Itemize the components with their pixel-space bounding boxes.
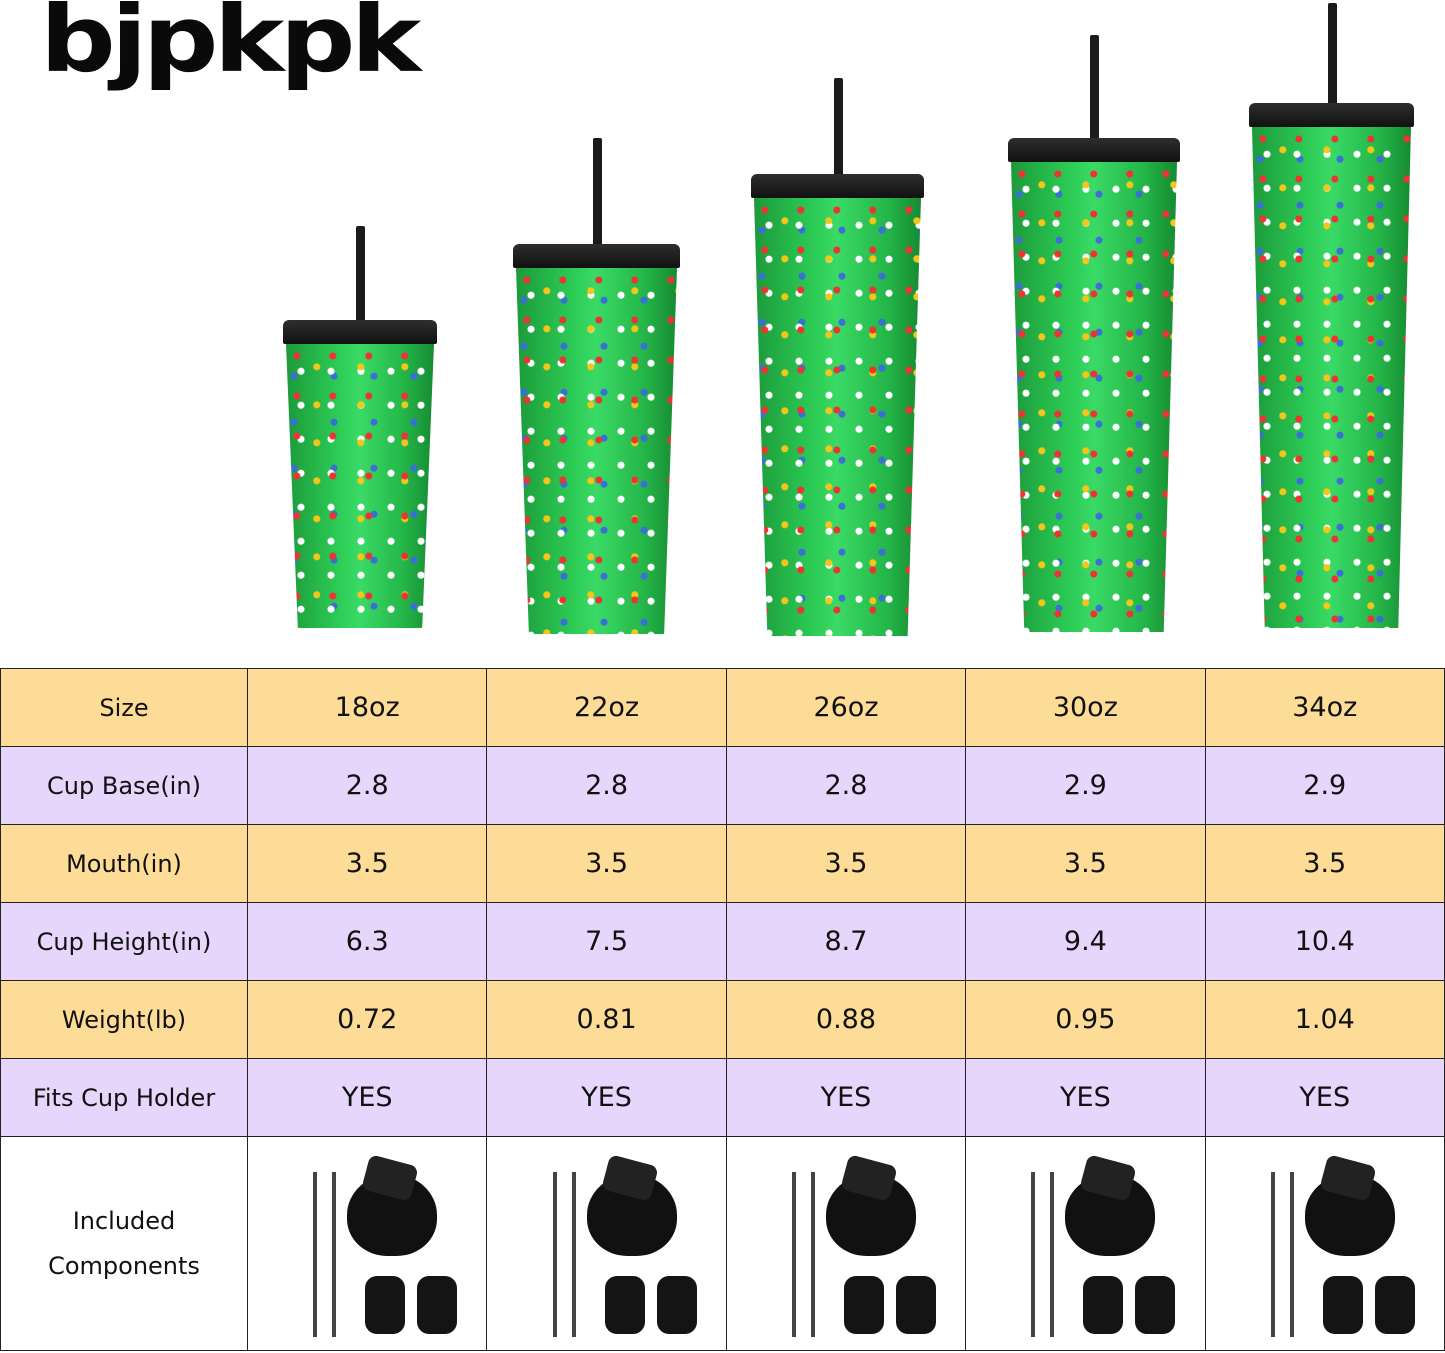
tumbler-body (754, 198, 921, 636)
table-cell: 3.5 (725, 824, 967, 903)
table-cell: 3.5 (246, 824, 488, 903)
table-cell: 18oz (246, 668, 488, 747)
components-image (527, 1144, 697, 1344)
straw-icon (1289, 1171, 1294, 1337)
plug-icon (1374, 1275, 1415, 1334)
table-row: Fits Cup Holder YES YES YES YES YES (0, 1058, 1445, 1137)
tumbler-body (286, 344, 434, 628)
straw (592, 138, 602, 249)
straw-icon (1270, 1171, 1275, 1337)
plug-icon (604, 1275, 645, 1334)
table-row: Cup Base(in) 2.8 2.8 2.8 2.9 2.9 (0, 746, 1445, 825)
brand-logo: bjpkpk (40, 0, 421, 93)
table-cell: YES (965, 1058, 1206, 1137)
components-image (287, 1144, 458, 1344)
table-cell: 6.3 (246, 902, 488, 981)
components-cell (486, 1136, 727, 1351)
table-row: Cup Height(in) 6.3 7.5 8.7 9.4 10.4 (0, 902, 1445, 981)
straw-icon (552, 1171, 557, 1337)
table-cell: 34oz (1204, 668, 1445, 747)
table-cell: YES (1204, 1058, 1445, 1137)
table-cell: 0.88 (725, 980, 967, 1059)
table-cell: 0.72 (246, 980, 488, 1059)
tumbler-body (1252, 127, 1411, 628)
plug-icon (365, 1275, 406, 1334)
plug-icon (895, 1275, 936, 1334)
table-cell: 2.8 (725, 746, 967, 825)
table-cell: 2.8 (486, 746, 727, 825)
spec-table: Size 18oz 22oz 26oz 30oz 34oz Cup Base(in) 2.8 2… (0, 668, 1445, 1351)
table-cell: YES (246, 1058, 488, 1137)
table-cell: 3.5 (965, 824, 1206, 903)
table-cell: 26oz (725, 668, 967, 747)
straw-icon (313, 1171, 318, 1337)
row-label: Cup Base(in) (0, 746, 248, 825)
table-row: Size 18oz 22oz 26oz 30oz 34oz (0, 668, 1445, 747)
components-cell (725, 1136, 967, 1351)
plug-icon (1083, 1275, 1124, 1334)
components-image (766, 1144, 936, 1344)
row-label: Cup Height(in) (0, 902, 248, 981)
table-cell: 22oz (486, 668, 727, 747)
plug-icon (1322, 1275, 1363, 1334)
row-label: Included Components (0, 1136, 248, 1351)
table-cell: 30oz (965, 668, 1206, 747)
plug-icon (656, 1275, 697, 1334)
straw-icon (1050, 1171, 1055, 1337)
table-cell: 7.5 (486, 902, 727, 981)
straw (356, 226, 365, 325)
straw (833, 78, 843, 179)
straw-icon (791, 1171, 796, 1337)
table-cell: 3.5 (1204, 824, 1445, 903)
plug-icon (417, 1275, 458, 1334)
row-label: Mouth(in) (0, 824, 248, 903)
table-cell: 2.9 (1204, 746, 1445, 825)
components-row: Included Components (0, 1136, 1445, 1351)
straw-icon (1031, 1171, 1036, 1337)
table-cell: YES (486, 1058, 727, 1137)
plug-icon (843, 1275, 884, 1334)
components-cell (965, 1136, 1206, 1351)
plug-icon (1135, 1275, 1176, 1334)
table-cell: 2.9 (965, 746, 1206, 825)
row-label: Size (0, 668, 248, 747)
lid (751, 174, 924, 198)
table-row: Mouth(in) 3.5 3.5 3.5 3.5 3.5 (0, 824, 1445, 903)
tumbler-body (516, 268, 677, 634)
table-cell: 2.8 (246, 746, 488, 825)
table-cell: 3.5 (486, 824, 727, 903)
components-image (1245, 1144, 1415, 1344)
table-cell: 0.81 (486, 980, 727, 1059)
row-label: Fits Cup Holder (0, 1058, 248, 1137)
lid (1249, 103, 1414, 127)
components-cell (246, 1136, 488, 1351)
lid (283, 320, 437, 344)
lid (1008, 138, 1180, 162)
lid (513, 244, 680, 268)
table-cell: 10.4 (1204, 902, 1445, 981)
straw-icon (332, 1171, 337, 1337)
table-row: Weight(lb) 0.72 0.81 0.88 0.95 1.04 (0, 980, 1445, 1059)
row-label: Weight(lb) (0, 980, 248, 1059)
table-cell: YES (725, 1058, 967, 1137)
straw-icon (810, 1171, 815, 1337)
table-cell: 1.04 (1204, 980, 1445, 1059)
components-cell (1204, 1136, 1445, 1351)
straw-icon (571, 1171, 576, 1337)
tumbler-body (1011, 162, 1177, 632)
straw (1090, 35, 1099, 143)
table-cell: 0.95 (965, 980, 1206, 1059)
components-image (1005, 1144, 1176, 1344)
table-cell: 9.4 (965, 902, 1206, 981)
table-cell: 8.7 (725, 902, 967, 981)
straw (1327, 3, 1337, 108)
